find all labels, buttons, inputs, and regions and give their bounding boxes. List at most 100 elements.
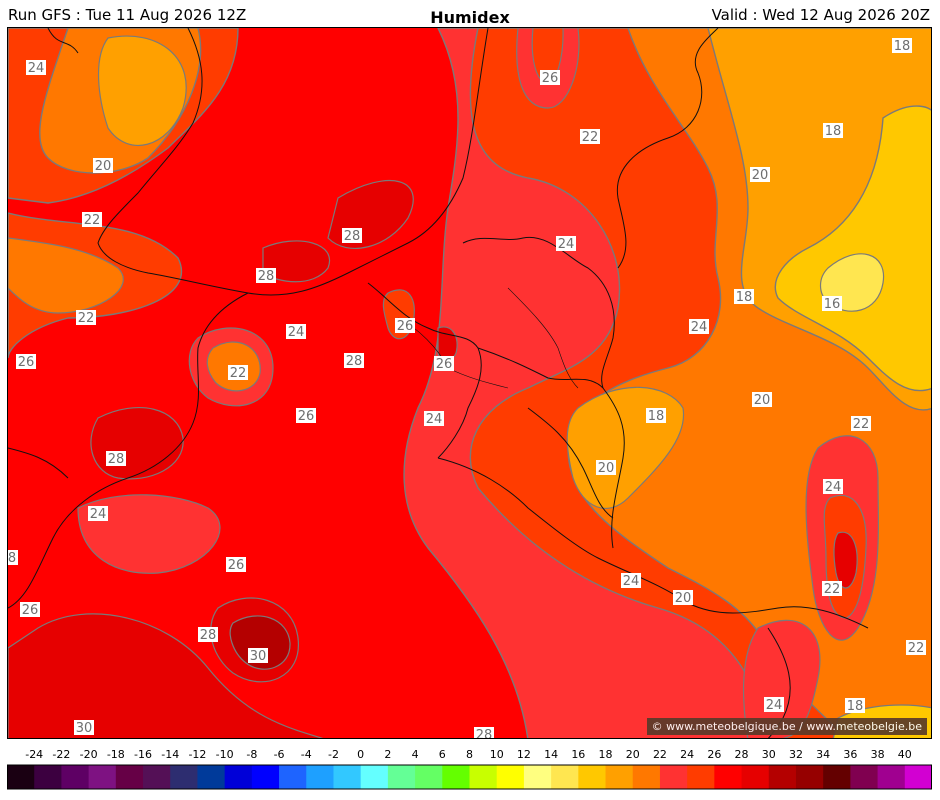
contour-label-bg	[750, 167, 770, 182]
legend-tick-label: -12	[188, 748, 206, 761]
legend-tick-label: 34	[816, 748, 830, 761]
border-ch	[767, 627, 791, 738]
band-nw-18	[98, 35, 187, 146]
contour-labels: 24 20 22 22 26 28 28 24 22 26 28 26 26 24 28 24 26 8 26 28 3…	[8, 38, 926, 739]
contour-label: 18	[648, 409, 665, 424]
border-be-de	[477, 347, 625, 549]
legend-swatch	[88, 765, 117, 789]
legend-tick-label: -20	[80, 748, 98, 761]
contour-label: 28	[200, 628, 217, 643]
contour-label: 28	[476, 728, 493, 739]
contour-label: 20	[598, 461, 615, 476]
legend-swatch	[551, 765, 579, 789]
legend-tick-label: 36	[843, 748, 857, 761]
legend-tick-label: -24	[25, 748, 43, 761]
legend-swatch	[687, 765, 715, 789]
contour-label: 22	[78, 311, 95, 326]
legend-tick-label: 22	[653, 748, 667, 761]
contour-label: 28	[346, 354, 363, 369]
contour-label: 24	[28, 61, 45, 76]
band-se-28	[833, 531, 858, 589]
legend-swatch	[7, 765, 35, 789]
contour-label-bg	[764, 697, 784, 712]
contour-label-bg	[689, 319, 709, 334]
contour-label: 22	[824, 582, 841, 597]
legend-swatch	[741, 765, 770, 789]
contour-label: 28	[108, 452, 125, 467]
contour-label-bg	[256, 268, 276, 283]
legend-swatch	[877, 765, 906, 789]
legend-tick-label: -22	[52, 748, 70, 761]
legend-tick-label: -10	[216, 748, 234, 761]
copyright-notice: © www.meteobelgique.be / www.meteobelgie…	[646, 718, 927, 735]
contour-label-bg	[892, 38, 912, 53]
legend-tick-label: 6	[439, 748, 446, 761]
contour-label-bg	[556, 236, 576, 251]
contour-label: 24	[623, 574, 640, 589]
contour-label-bg	[851, 416, 871, 431]
legend-swatch	[360, 765, 389, 789]
contour-label-bg	[228, 365, 248, 380]
band-w-24	[77, 494, 221, 574]
legend-tick-label: 24	[680, 748, 694, 761]
contour-label: 20	[754, 393, 771, 408]
contour-label: 24	[288, 325, 305, 340]
map-title: Humidex	[430, 8, 510, 27]
contour-label: 26	[542, 71, 559, 86]
band-sw-32	[229, 615, 291, 670]
contour-label: 28	[344, 229, 361, 244]
contour-label-bg	[752, 392, 772, 407]
legend-tick-label: -6	[274, 748, 285, 761]
contour-label-bg	[540, 70, 560, 85]
contour-label: 20	[675, 591, 692, 606]
contour-label: 22	[908, 641, 925, 656]
contour-label-bg	[16, 354, 36, 369]
legend-tick-label: 38	[871, 748, 885, 761]
legend-swatch	[714, 765, 743, 789]
legend-swatch	[659, 765, 688, 789]
contour-label-bg	[342, 228, 362, 243]
contour-label: 30	[250, 649, 267, 664]
legend-tick-label: -2	[328, 748, 339, 761]
contour-label-bg	[82, 212, 102, 227]
contour-label-bg	[646, 408, 666, 423]
legend-tick-label: 20	[626, 748, 640, 761]
contour-label: 24	[766, 698, 783, 713]
coast-fragment-w	[8, 447, 69, 479]
legend-tick-label: 8	[466, 748, 473, 761]
contour-label-bg	[76, 310, 96, 325]
contour-label: 24	[426, 412, 443, 427]
contour-label-bg	[474, 727, 494, 738]
legend-swatch	[279, 765, 307, 789]
contour-label: 18	[847, 699, 864, 714]
contour-label: 22	[853, 417, 870, 432]
contour-label: 26	[22, 603, 39, 618]
contour-label: 26	[18, 355, 35, 370]
contour-label: 24	[825, 480, 842, 495]
legend-swatch	[632, 765, 661, 789]
valid-label: Valid : Wed 12 Aug 2026 20Z	[711, 6, 930, 24]
contour-label-bg	[93, 158, 113, 173]
legend-tick-label: 12	[517, 748, 531, 761]
contour-label-bg	[734, 289, 754, 304]
legend-swatch	[61, 765, 90, 789]
legend-swatch	[224, 765, 253, 789]
legend-swatch	[768, 765, 797, 789]
contour-label: 24	[558, 237, 575, 252]
contour-label: 30	[76, 721, 93, 736]
contour-label: 22	[230, 366, 247, 381]
contour-label-bg	[621, 573, 641, 588]
contour-label: 28	[258, 269, 275, 284]
band-s-30	[8, 613, 324, 738]
contour-label: 22	[582, 130, 599, 145]
legend-swatch	[34, 765, 62, 789]
legend-swatch	[523, 765, 552, 789]
legend-tick-label: -16	[134, 748, 152, 761]
contour-label: 8	[8, 551, 16, 566]
legend-swatch	[333, 765, 362, 789]
contour-label-bg	[395, 318, 415, 333]
contour-label-bg	[286, 324, 306, 339]
legend-tick-label: 10	[490, 748, 504, 761]
color-legend: -24 -22 -20 -18 -16 -14 -12 -10 -8 -6 -4 -2 0 2 4 6 8 10 1…	[7, 745, 932, 795]
legend-tick-label: 2	[384, 748, 391, 761]
